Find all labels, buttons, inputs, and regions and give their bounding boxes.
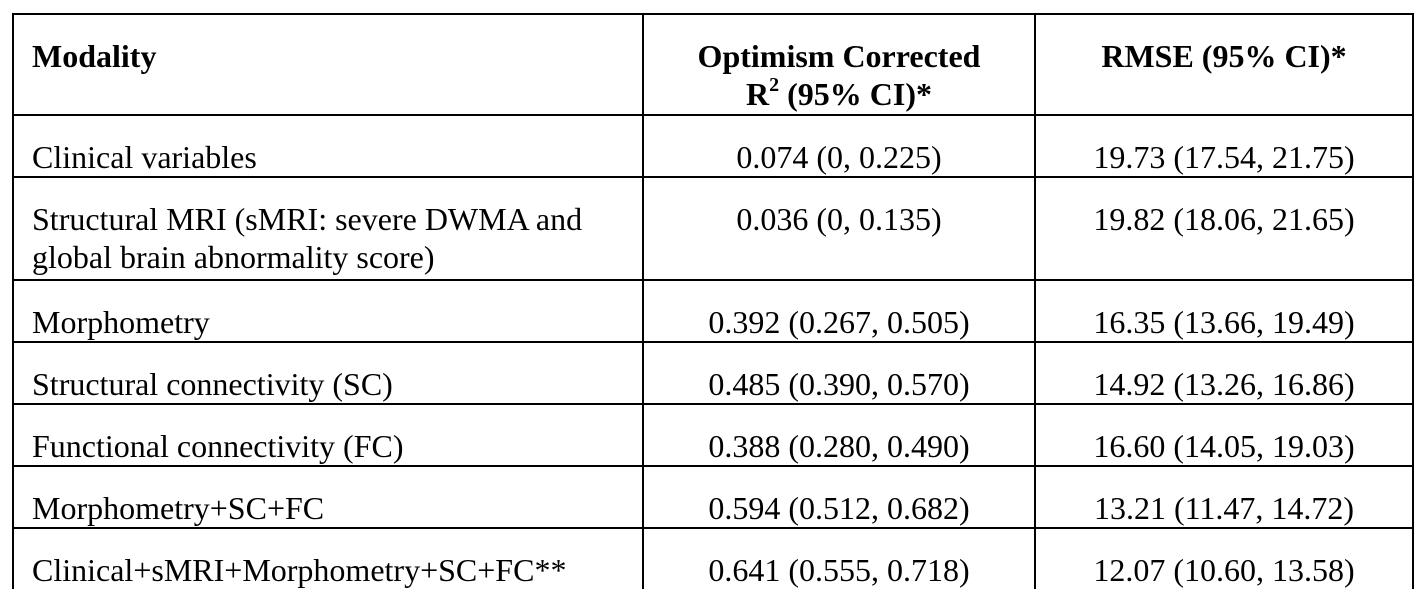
cell-rmse: 16.35 (13.66, 19.49) <box>1034 279 1414 343</box>
cell-rmse: 19.73 (17.54, 21.75) <box>1034 114 1414 178</box>
cell-r2: 0.388 (0.280, 0.490) <box>642 403 1036 467</box>
header-r2-symbol: R <box>746 76 770 112</box>
table-row: Functional connectivity (FC) 0.388 (0.28… <box>12 403 1414 467</box>
cell-rmse: 13.21 (11.47, 14.72) <box>1034 465 1414 529</box>
cell-rmse: 19.82 (18.06, 21.65) <box>1034 176 1414 281</box>
cell-modality: Structural MRI (sMRI: severe DWMA and gl… <box>12 176 644 281</box>
cell-modality: Clinical+sMRI+Morphometry+SC+FC** <box>12 527 644 589</box>
table-row: Structural MRI (sMRI: severe DWMA and gl… <box>12 176 1414 281</box>
header-r2-ci: (95% CI)* <box>779 76 932 112</box>
header-r2-line1: Optimism Corrected <box>697 38 981 74</box>
header-r2: Optimism Corrected R2 (95% CI)* <box>642 13 1036 116</box>
cell-modality: Structural connectivity (SC) <box>12 341 644 405</box>
header-row: Modality Optimism Corrected R2 (95% CI)*… <box>12 13 1414 116</box>
cell-modality: Morphometry+SC+FC <box>12 465 644 529</box>
table-row: Clinical+sMRI+Morphometry+SC+FC** 0.641 … <box>12 527 1414 589</box>
cell-rmse: 12.07 (10.60, 13.58) <box>1034 527 1414 589</box>
table-row: Clinical variables 0.074 (0, 0.225) 19.7… <box>12 114 1414 178</box>
table-row: Structural connectivity (SC) 0.485 (0.39… <box>12 341 1414 405</box>
cell-rmse: 14.92 (13.26, 16.86) <box>1034 341 1414 405</box>
cell-modality: Clinical variables <box>12 114 644 178</box>
cell-r2: 0.485 (0.390, 0.570) <box>642 341 1036 405</box>
cell-r2: 0.074 (0, 0.225) <box>642 114 1036 178</box>
cell-r2: 0.036 (0, 0.135) <box>642 176 1036 281</box>
cell-r2: 0.641 (0.555, 0.718) <box>642 527 1036 589</box>
cell-modality: Functional connectivity (FC) <box>12 403 644 467</box>
results-table: Modality Optimism Corrected R2 (95% CI)*… <box>12 13 1414 589</box>
table-row: Morphometry+SC+FC 0.594 (0.512, 0.682) 1… <box>12 465 1414 529</box>
header-rmse: RMSE (95% CI)* <box>1034 13 1414 116</box>
cell-r2: 0.594 (0.512, 0.682) <box>642 465 1036 529</box>
header-r2-superscript: 2 <box>769 74 780 97</box>
cell-modality: Morphometry <box>12 279 644 343</box>
table-row: Morphometry 0.392 (0.267, 0.505) 16.35 (… <box>12 279 1414 343</box>
cell-rmse: 16.60 (14.05, 19.03) <box>1034 403 1414 467</box>
header-modality: Modality <box>12 13 644 116</box>
cell-r2: 0.392 (0.267, 0.505) <box>642 279 1036 343</box>
